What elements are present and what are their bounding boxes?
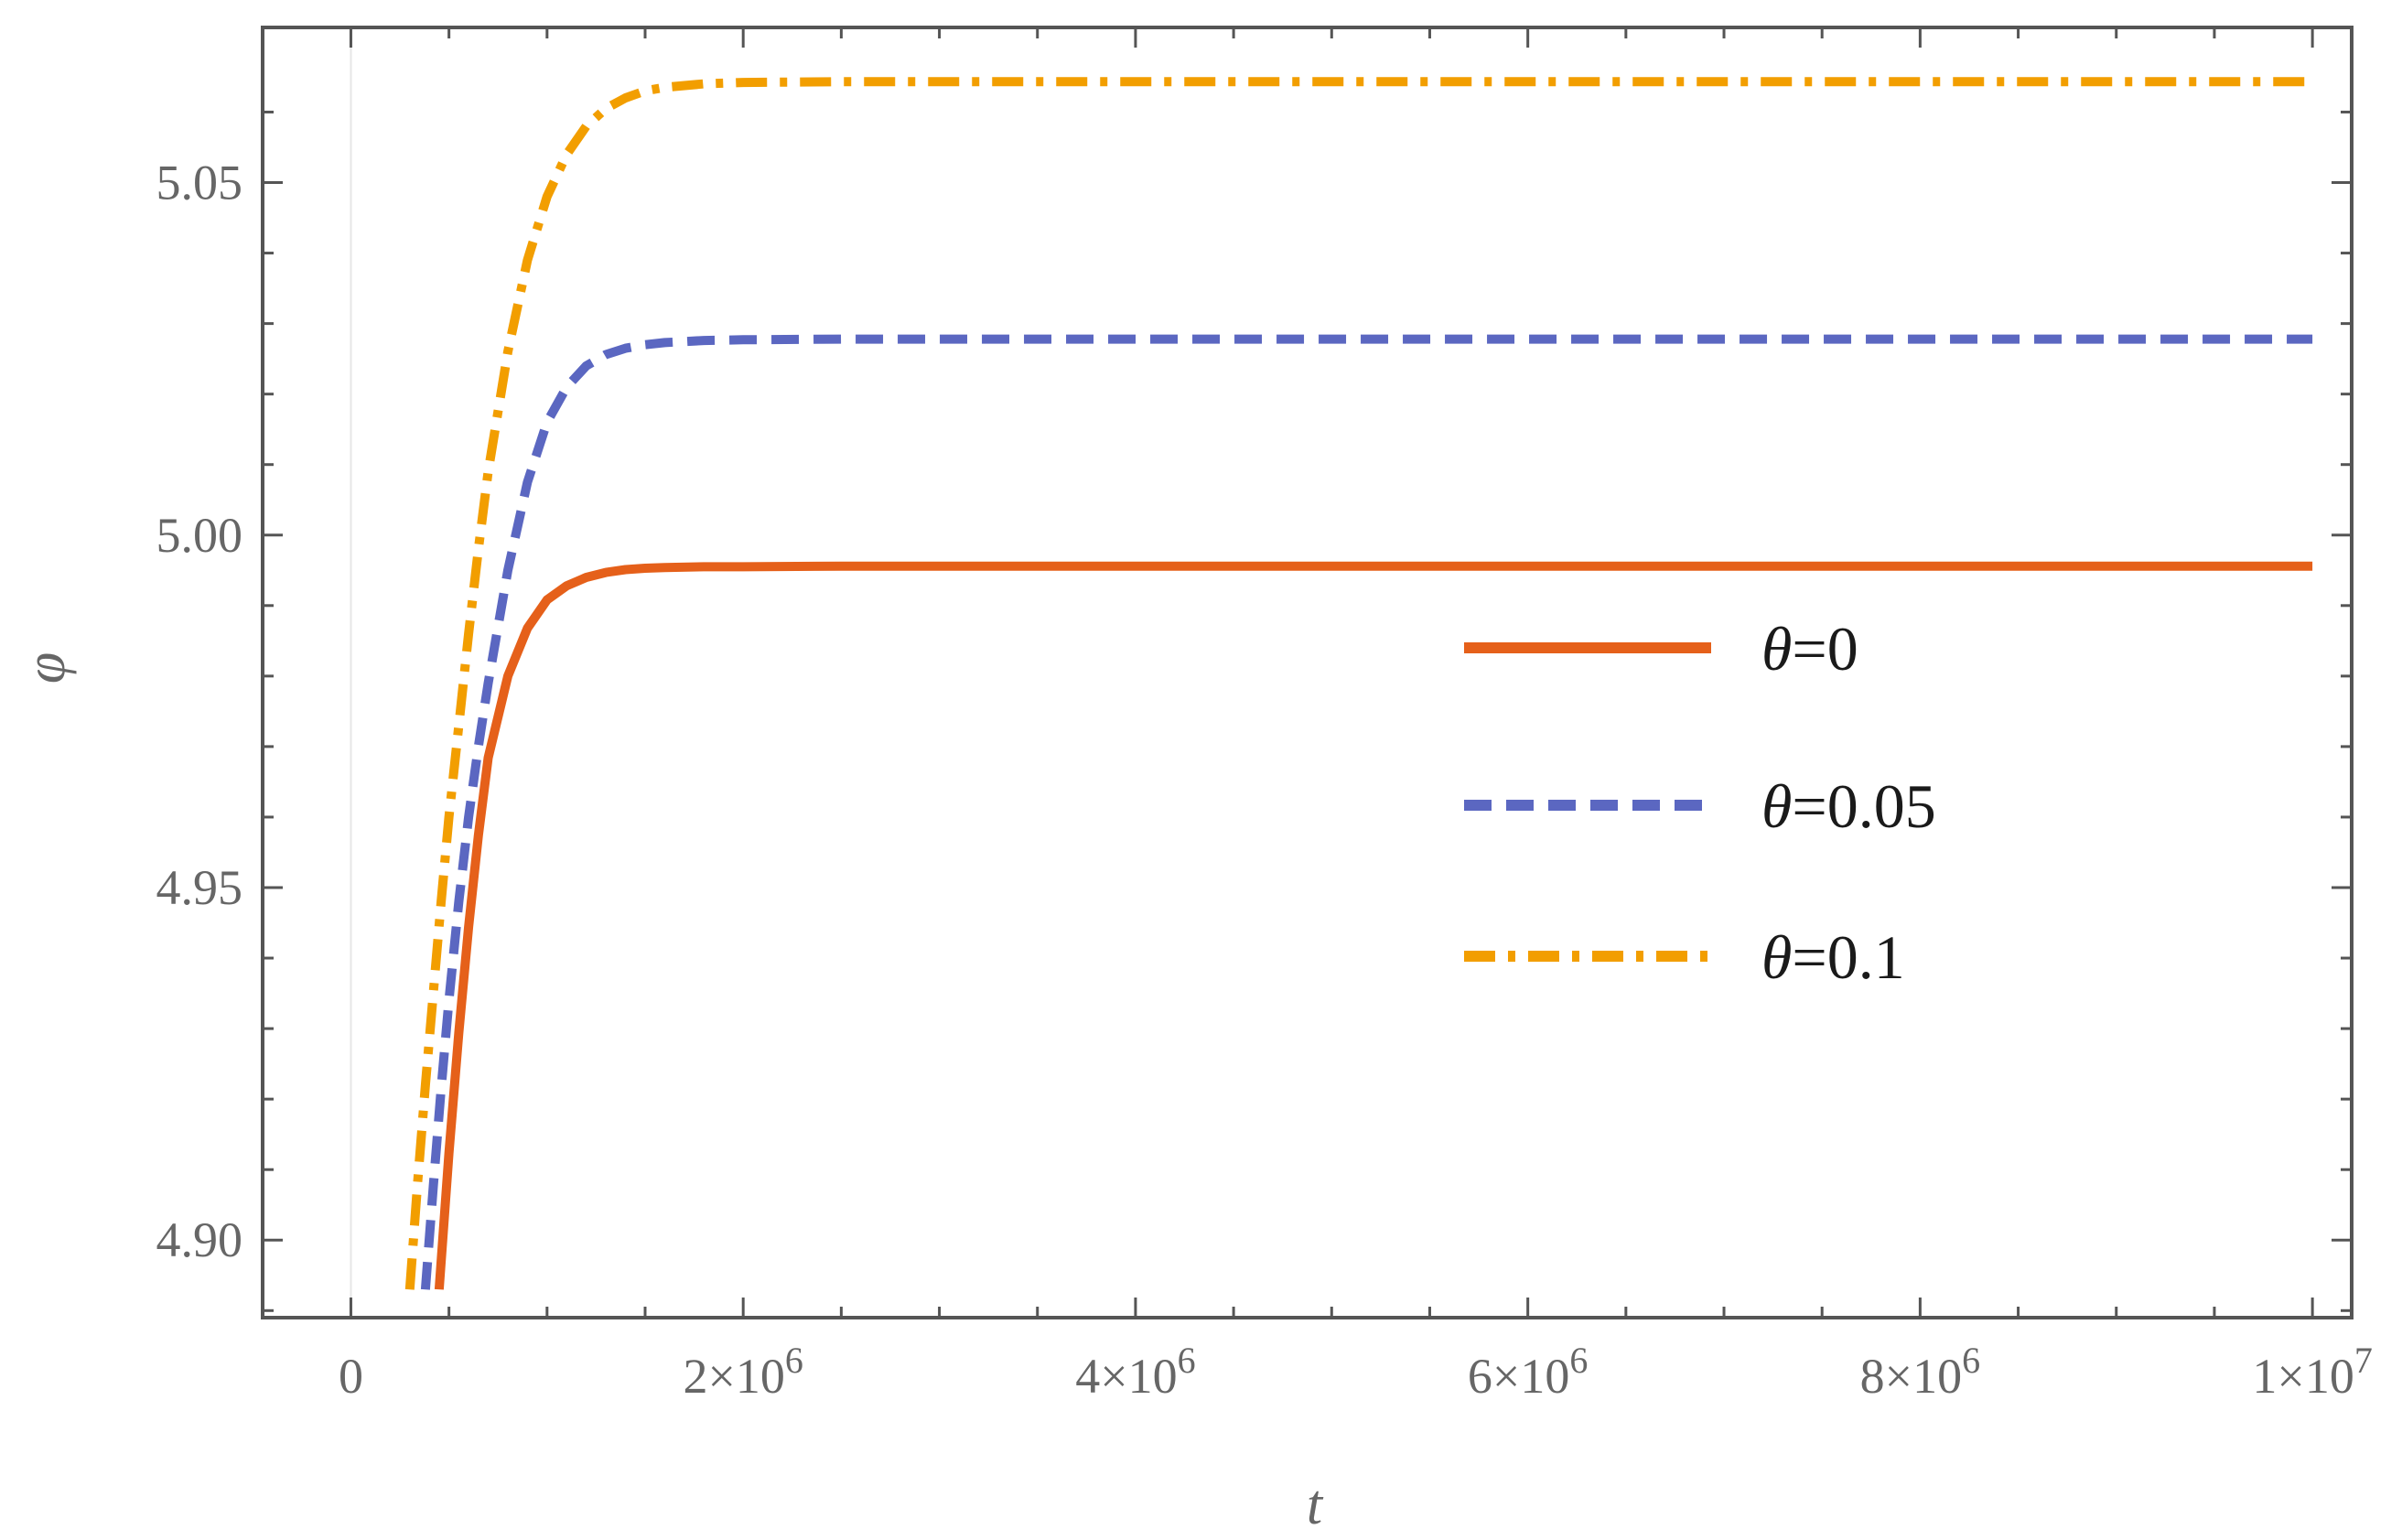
series-line-0 <box>434 561 2313 1290</box>
tick-marks <box>263 27 2352 1318</box>
x-tick-label: 0 <box>339 1349 363 1404</box>
legend: θ=0 θ=0.05 θ=0.1 <box>1464 614 1936 992</box>
y-tick-labels: 4.90 4.95 5.00 5.05 <box>156 156 243 1268</box>
series-line-1 <box>420 334 2313 1290</box>
x-tick-label: 8×106 <box>1860 1340 1980 1404</box>
x-tick-label: 6×106 <box>1468 1340 1588 1404</box>
y-axis-label: φ <box>15 652 77 684</box>
series-line-2 <box>404 77 2313 1290</box>
x-tick-label: 4×106 <box>1075 1340 1195 1404</box>
x-tick-label: 1×107 <box>2252 1340 2372 1404</box>
legend-label-0: θ=0 <box>1761 614 1858 684</box>
y-tick-label: 5.00 <box>156 508 243 563</box>
x-tick-label: 2×106 <box>683 1340 802 1404</box>
series-lines <box>404 77 2313 1290</box>
y-tick-label: 5.05 <box>156 156 243 210</box>
x-axis-label: t <box>1307 1474 1324 1536</box>
legend-label-2: θ=0.1 <box>1761 922 1905 992</box>
x-tick-labels: 0 2×106 4×106 6×106 8×106 1×107 <box>339 1340 2373 1404</box>
plot-frame <box>261 26 2354 1319</box>
y-tick-label: 4.95 <box>156 860 243 915</box>
legend-label-1: θ=0.05 <box>1761 771 1936 841</box>
y-tick-label: 4.90 <box>156 1212 243 1267</box>
